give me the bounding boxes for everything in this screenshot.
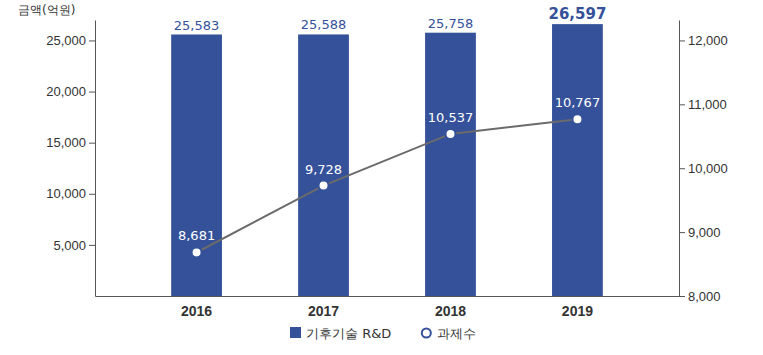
tick: 8,000 [679, 289, 721, 304]
tick-label: 8,000 [688, 289, 721, 304]
y-axis-title: 금액(억원) [18, 3, 75, 17]
marker [445, 129, 455, 139]
tick-label: 2018 [435, 303, 466, 319]
data-label: 10,767 [555, 95, 601, 110]
legend-item: 과제수 [422, 326, 477, 341]
tick: 2018 [435, 296, 466, 319]
tick: 2019 [562, 296, 593, 319]
tick-label: 25,000 [46, 33, 86, 48]
plot: 5,000 10,000 15,000 20,000 25,000 8,000 9,000 1… [46, 5, 728, 319]
chart: 5,000 10,000 15,000 20,000 25,000 8,000 9,000 1… [0, 0, 763, 355]
marks [171, 24, 603, 296]
data-label: 25,758 [428, 16, 474, 31]
tick-label: 2017 [308, 303, 339, 319]
tick: 15,000 [46, 135, 95, 150]
data-label: 10,537 [428, 110, 474, 125]
tick-mark [89, 245, 95, 246]
legend: 기후기술 R&D 과제수 [290, 326, 476, 341]
tick-label: 9,000 [688, 225, 721, 240]
data-label: 8,681 [178, 228, 215, 243]
legend-swatch [422, 329, 431, 338]
tick-mark [679, 232, 685, 233]
tick-mark [89, 92, 95, 93]
data-label: 25,583 [174, 17, 220, 32]
marker [192, 247, 202, 257]
data-label: 26,597 [548, 5, 606, 23]
tick-mark [679, 104, 685, 105]
legend-label: 기후기술 R&D [306, 326, 391, 341]
bar [298, 34, 349, 296]
tick: 2016 [181, 296, 212, 319]
y-axis: 5,000 10,000 15,000 20,000 25,000 [46, 21, 95, 297]
tick: 10,000 [46, 186, 95, 201]
tick-mark [679, 168, 685, 169]
tick-label: 15,000 [46, 135, 86, 150]
bar [552, 24, 603, 296]
tick-label: 2019 [562, 303, 593, 319]
bar [425, 33, 476, 296]
tick-label: 2016 [181, 303, 212, 319]
x-axis: 2016 2017 2018 2019 [96, 296, 680, 319]
tick: 2017 [308, 296, 339, 319]
tick: 11,000 [679, 97, 727, 112]
axis-line [96, 296, 680, 297]
tick-label: 12,000 [688, 33, 728, 48]
tick-label: 20,000 [46, 84, 86, 99]
data-label: 9,728 [305, 162, 342, 177]
tick: 10,000 [679, 161, 728, 176]
tick-label: 11,000 [688, 97, 727, 112]
line [197, 119, 578, 252]
tick-mark [89, 194, 95, 195]
tick: 20,000 [46, 84, 95, 99]
tick: 9,000 [679, 225, 721, 240]
bar [171, 34, 222, 296]
axis-line [679, 21, 680, 297]
tick-mark [89, 143, 95, 144]
legend-swatch [290, 327, 301, 338]
tick-label: 10,000 [46, 186, 86, 201]
axis-line [95, 21, 96, 297]
tick: 25,000 [46, 33, 95, 48]
y2-axis: 8,000 9,000 10,000 11,000 12,000 [679, 21, 728, 304]
marker [319, 181, 329, 191]
tick: 5,000 [53, 238, 95, 253]
tick-label: 10,000 [688, 161, 728, 176]
tick-mark [679, 296, 685, 297]
data-label: 25,588 [301, 17, 347, 32]
marker [572, 114, 582, 124]
tick: 12,000 [679, 33, 728, 48]
tick-label: 5,000 [53, 238, 86, 253]
legend-label: 과제수 [437, 326, 476, 341]
legend-item: 기후기술 R&D [290, 326, 391, 341]
data-labels: 25,583 25,588 25,758 26,597 8,681 9,728 10,537… [174, 5, 607, 243]
tick-mark [89, 40, 95, 41]
tick-mark [679, 40, 685, 41]
